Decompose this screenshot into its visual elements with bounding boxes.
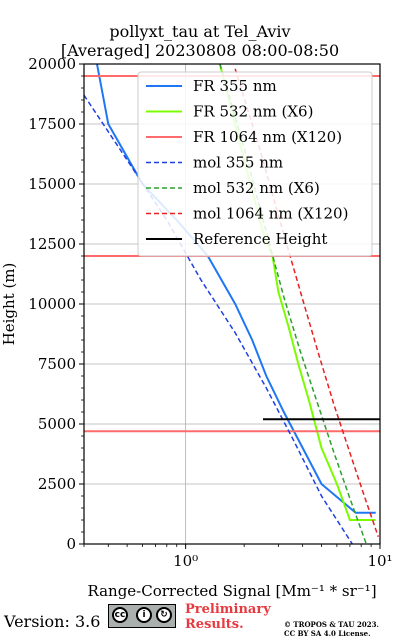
legend: FR 355 nm FR 532 nm (X6) FR 1064 nm (X120)… (137, 71, 373, 257)
y-tick-label: 5000 (38, 415, 76, 433)
y-axis: 0 2500 5000 7500 10000 12500 15000 17500 20000 (28, 55, 84, 553)
legend-label: mol 532 nm (X6) (193, 179, 320, 197)
y-tick-label: 0 (66, 535, 76, 553)
y-tick-label: 17500 (28, 115, 76, 133)
y-tick-label: 7500 (38, 355, 76, 373)
copyright-line-2: CC BY SA 4.0 License. (284, 629, 371, 638)
y-tick-label: 15000 (28, 175, 76, 193)
copyright-line-1: © TROPOS & TAU 2023. (284, 620, 379, 629)
legend-label: FR 355 nm (193, 77, 277, 95)
y-tick-label: 20000 (28, 55, 76, 73)
legend-label: mol 355 nm (193, 154, 283, 172)
chart-title: pollyxt_tau at Tel_Aviv (109, 22, 291, 41)
legend-label: FR 1064 nm (X120) (193, 128, 342, 146)
chart-subtitle: [Averaged] 20230808 08:00-08:50 (60, 41, 340, 60)
y-tick-label: 10000 (28, 295, 76, 313)
x-tick-label: 10⁰ (173, 552, 198, 570)
x-tick-label: 10¹ (367, 552, 392, 570)
y-tick-label: 12500 (28, 235, 76, 253)
cc-license-badge: cc i ↻ (108, 604, 176, 628)
legend-label: mol 1064 nm (X120) (193, 205, 348, 223)
y-tick-label: 2500 (38, 475, 76, 493)
cc-icon: cc (112, 607, 128, 623)
sa-icon: ↻ (156, 607, 172, 623)
y-axis-label: Height (m) (0, 263, 18, 346)
legend-label: FR 532 nm (X6) (193, 103, 313, 121)
preliminary-note: Preliminary Results. (185, 602, 271, 632)
preliminary-line-2: Results. (185, 617, 244, 632)
x-axis: 10⁰ 10¹ (83, 544, 393, 570)
by-icon: i (136, 607, 152, 623)
legend-label: Reference Height (193, 230, 327, 248)
x-axis-label: Range-Corrected Signal [Mm⁻¹ * sr⁻¹] (87, 582, 376, 600)
version-label: Version: 3.6 (4, 612, 101, 631)
preliminary-line-1: Preliminary (185, 602, 271, 617)
legend-box (137, 71, 373, 257)
series-line (84, 94, 353, 544)
copyright-note: © TROPOS & TAU 2023. CC BY SA 4.0 Licens… (284, 620, 379, 638)
